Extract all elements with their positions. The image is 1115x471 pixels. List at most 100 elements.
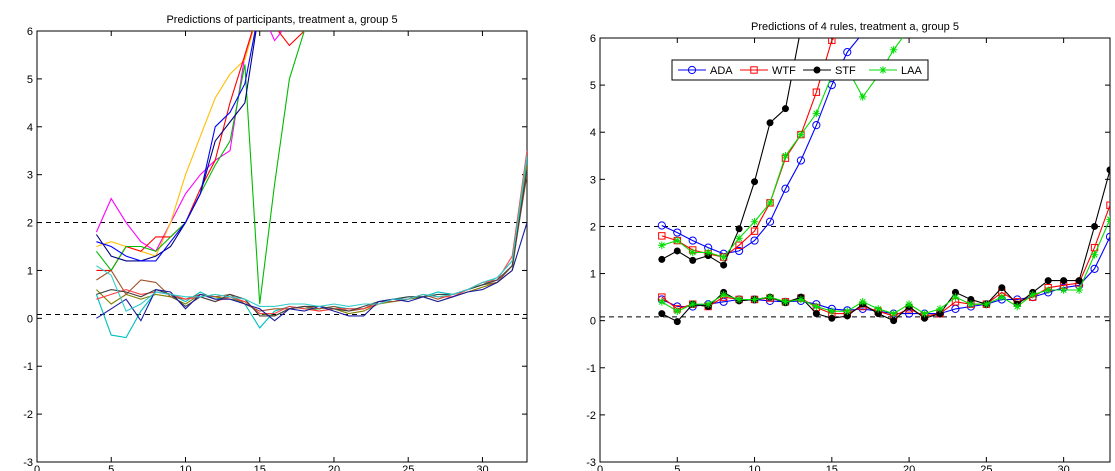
data-point-star — [982, 300, 991, 308]
data-point-star — [797, 295, 805, 304]
data-point-dot — [766, 119, 774, 127]
x-tick-label: 15 — [254, 464, 266, 471]
legend-label: WTF — [772, 65, 796, 77]
data-point-star — [673, 236, 682, 245]
x-tick-label: 0 — [597, 464, 603, 471]
data-point-star — [843, 307, 852, 316]
data-point-circle — [1105, 232, 1110, 241]
series-line-low — [661, 205, 1110, 317]
data-point-star — [889, 309, 898, 318]
y-tick-label: -3 — [23, 457, 33, 469]
data-point-star — [858, 298, 867, 306]
series-line — [95, 31, 283, 253]
data-point-dot — [1106, 166, 1110, 174]
data-point-star — [719, 290, 728, 299]
data-point-star — [812, 302, 821, 311]
data-point-star — [1013, 302, 1022, 311]
data-point-dot — [735, 225, 743, 233]
x-tick-label: 15 — [826, 464, 838, 471]
data-point-dot — [658, 255, 666, 263]
data-point-dot — [751, 178, 759, 186]
legend-label: LAA — [901, 65, 922, 77]
x-tick-label: 5 — [108, 464, 114, 471]
data-point-star — [879, 66, 887, 74]
y-tick-label: -1 — [586, 363, 596, 375]
data-point-star — [812, 109, 821, 118]
data-point-circle — [687, 65, 697, 75]
y-tick-label: 5 — [27, 74, 33, 86]
x-tick-label: 10 — [748, 464, 760, 471]
data-point-star — [766, 293, 774, 301]
data-point-square — [658, 232, 666, 240]
legend-label: STF — [835, 65, 856, 77]
series-line — [95, 160, 527, 339]
data-point-circle — [734, 246, 744, 256]
x-tick-label: 25 — [402, 464, 414, 471]
data-point-circle — [796, 156, 806, 165]
data-point-star — [1028, 290, 1037, 299]
series-line-low — [661, 169, 1110, 323]
data-point-star — [998, 293, 1006, 301]
data-point-circle — [812, 121, 821, 130]
data-point-star — [1075, 286, 1083, 294]
data-point-star — [735, 234, 743, 243]
data-point-dot — [998, 284, 1006, 292]
y-tick-label: 6 — [590, 33, 596, 45]
data-point-star — [704, 300, 712, 308]
series-line — [96, 31, 254, 257]
data-point-star — [951, 293, 960, 301]
data-point-square — [812, 88, 821, 96]
y-tick-label: 2 — [590, 221, 596, 233]
data-point-square — [1106, 201, 1110, 209]
data-point-star — [828, 307, 836, 316]
series-line-low — [661, 236, 1110, 315]
legend: ADA WTF STF LAA — [671, 59, 929, 81]
y-tick-label: 4 — [27, 122, 33, 134]
plot-area — [599, 37, 1111, 463]
chart-1: Predictions of participants, treatment a… — [23, 14, 528, 471]
legend-label: ADA — [710, 65, 733, 77]
data-point-dot — [1044, 277, 1052, 285]
data-point-star — [658, 298, 666, 306]
data-point-square — [735, 241, 743, 249]
y-tick-label: 3 — [590, 174, 596, 186]
y-tick-label: 5 — [590, 80, 596, 92]
data-point-dot — [781, 105, 789, 113]
data-point-star — [797, 130, 805, 139]
series-line — [96, 31, 306, 271]
x-tick-label: 20 — [328, 464, 340, 471]
data-point-star — [781, 151, 790, 160]
series-line — [95, 31, 257, 262]
y-tick-label: 2 — [27, 218, 33, 230]
y-tick-label: 0 — [27, 313, 33, 325]
x-tick-label: 25 — [980, 464, 992, 471]
y-tick-label: 4 — [590, 127, 596, 139]
data-point-dot — [1060, 277, 1068, 285]
series-line — [95, 31, 305, 305]
x-tick-label: 0 — [34, 464, 40, 471]
data-point-circle — [673, 228, 682, 237]
data-point-star — [936, 305, 944, 313]
data-point-dot — [828, 314, 836, 322]
series-line — [96, 31, 256, 262]
data-point-star — [858, 93, 867, 101]
series-line-low — [661, 219, 1110, 315]
data-point-star — [920, 309, 929, 318]
chart-title: Predictions of 4 rules, treatment a, gro… — [751, 21, 959, 33]
y-tick-label: 1 — [27, 265, 33, 277]
data-point-star — [688, 248, 697, 257]
y-tick-label: 6 — [27, 26, 33, 38]
y-tick-label: -3 — [586, 457, 596, 469]
data-point-dot — [813, 66, 821, 74]
series-line — [96, 222, 527, 322]
data-point-circle — [843, 48, 852, 57]
data-point-star — [874, 305, 882, 313]
data-point-star — [1090, 250, 1099, 259]
data-point-circle — [765, 217, 775, 226]
data-point-circle — [657, 221, 666, 230]
y-tick-label: 0 — [590, 316, 596, 328]
x-tick-label: 30 — [476, 464, 488, 471]
data-point-star — [766, 199, 774, 207]
data-point-dot — [673, 318, 681, 326]
